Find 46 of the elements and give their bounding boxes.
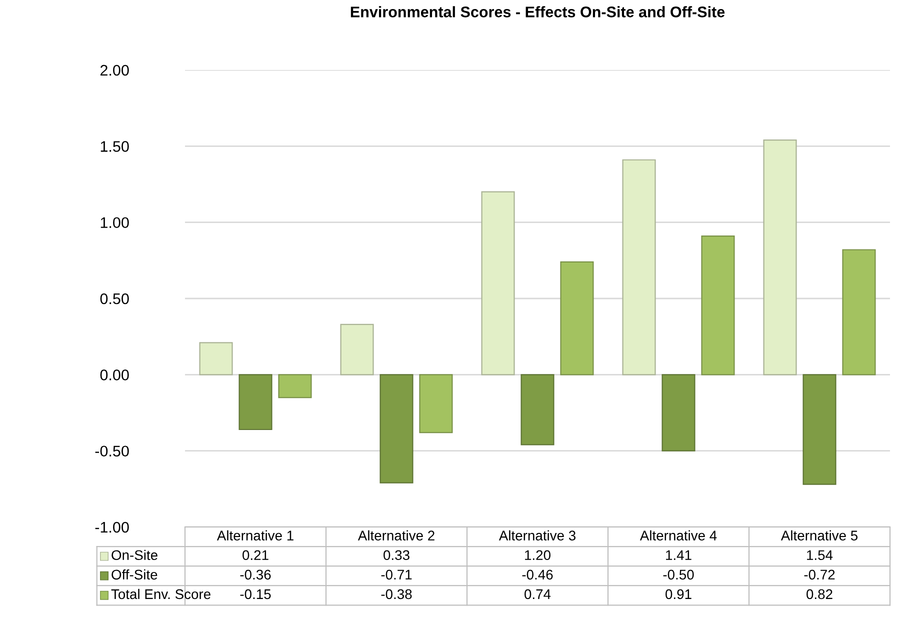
data-label: -0.15: [240, 589, 271, 600]
chart-title: Environmental Scores - Effects On-Site and Off-Site: [350, 6, 725, 18]
x-tick-label: Alternative 4: [640, 530, 717, 540]
y-tick-label: 0.50: [100, 293, 129, 304]
bar: [520, 374, 554, 446]
data-label: 1.54: [807, 550, 833, 560]
x-tick-label: Alternative 2: [358, 530, 434, 540]
y-tick-label: -0.50: [95, 446, 129, 457]
bar: [842, 249, 876, 376]
data-label: 0.82: [806, 589, 832, 600]
data-label: 1.20: [525, 550, 550, 560]
y-tick-label: 2.00: [100, 64, 129, 76]
data-label: -0.38: [381, 589, 412, 600]
y-tick-label: 1.50: [100, 141, 129, 152]
data-label: -0.72: [804, 570, 835, 580]
bar: [199, 342, 233, 376]
legend-label: Off-Site: [112, 569, 158, 580]
bar: [481, 191, 515, 376]
data-label: 1.41: [666, 550, 692, 560]
legend-label: On-Site: [112, 550, 158, 560]
y-tick-label: 1.00: [100, 217, 129, 228]
bar: [560, 261, 594, 376]
bar: [278, 374, 312, 398]
data-label: -0.50: [663, 570, 694, 580]
data-label: 0.21: [242, 550, 268, 560]
bar: [380, 374, 414, 484]
data-label: -0.46: [522, 570, 553, 580]
data-label: 0.91: [666, 589, 692, 600]
bar: [763, 140, 797, 376]
y-tick-label: 0.00: [100, 370, 129, 380]
bar: [622, 159, 656, 376]
bar: [701, 235, 735, 376]
x-tick-label: Alternative 5: [780, 530, 858, 540]
bar: [238, 374, 272, 430]
x-tick-label: Alternative 3: [498, 530, 576, 540]
legend-label: Total Env. Score: [111, 588, 210, 600]
data-label: 0.33: [384, 550, 410, 560]
bar: [802, 374, 836, 485]
bar: [662, 374, 696, 452]
bar: [419, 374, 453, 434]
bar: [340, 324, 374, 376]
y-tick-label: -1.00: [95, 522, 129, 533]
data-label: -0.36: [240, 570, 271, 580]
x-tick-label: Alternative 1: [216, 530, 294, 540]
data-label: -0.71: [381, 570, 412, 580]
data-label: 0.74: [524, 589, 551, 600]
